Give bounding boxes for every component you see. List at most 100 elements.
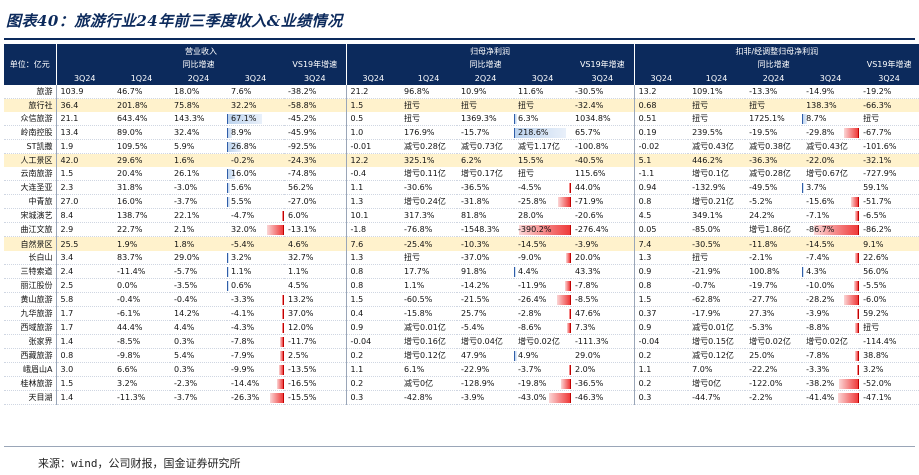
table-cell: 减亏0.38亿 bbox=[745, 139, 803, 155]
cell-value: 3.4 bbox=[60, 252, 74, 262]
cell-value: -3.5% bbox=[174, 280, 198, 290]
table-cell: 5.1 bbox=[633, 153, 689, 168]
row-label: 旅游 bbox=[4, 85, 56, 100]
table-cell: 26.1% bbox=[170, 167, 227, 182]
cell-value: 3.0 bbox=[60, 364, 74, 374]
table-cell: -66.3% bbox=[859, 98, 919, 113]
cell-value: 29.6% bbox=[117, 156, 143, 166]
cell-value: -21.9% bbox=[692, 266, 721, 276]
cell-value: -111.3% bbox=[575, 336, 609, 346]
sector-row: 自然景区 25.5 1.9% 1.8% -5.4% 4.6% 7.6 -25.4% -10.3%… bbox=[4, 236, 919, 251]
cell-value: -67.7% bbox=[863, 128, 892, 138]
table-cell: 446.2% bbox=[688, 153, 746, 168]
cell-value: 11.6% bbox=[518, 87, 544, 97]
growth-bar-negative bbox=[857, 364, 860, 375]
table-cell: -1.8 bbox=[345, 222, 401, 238]
cell-value: 59.2% bbox=[863, 308, 889, 318]
cell-value: 44.0% bbox=[575, 183, 601, 193]
cell-value: 643.4% bbox=[117, 114, 148, 124]
cell-value: 7.6 bbox=[350, 239, 364, 249]
cell-value: 201.8% bbox=[117, 101, 148, 111]
table-cell: 7.6% bbox=[227, 85, 284, 100]
table-cell: 1.4 bbox=[55, 334, 113, 349]
cell-value: 4.5 bbox=[638, 211, 652, 221]
period-header: 3Q24 bbox=[633, 71, 689, 85]
table-cell: -132.9% bbox=[688, 180, 746, 196]
table-cell: 32.0% bbox=[227, 222, 284, 238]
cell-value: -19.5% bbox=[749, 128, 778, 138]
table-body: 旅游 103.9 46.7% 18.0% 7.6% -38.2% 21.2 96.8% 10.9… bbox=[4, 85, 919, 405]
growth-bar-negative bbox=[855, 350, 860, 361]
table-cell: -20.6% bbox=[571, 208, 635, 224]
cell-value: -25.8% bbox=[518, 197, 547, 207]
cell-value: 1.0 bbox=[350, 128, 364, 138]
table-cell: -26.4% bbox=[514, 292, 572, 307]
table-cell: -0.4% bbox=[170, 292, 227, 307]
cell-value: -8.6% bbox=[518, 322, 542, 332]
cell-value: 0.6% bbox=[231, 280, 252, 290]
group-revenue: 营业收入 bbox=[55, 44, 347, 58]
cell-value: 81.8% bbox=[461, 211, 487, 221]
table-cell: -17.9% bbox=[688, 306, 746, 321]
cell-value: 0.51 bbox=[638, 114, 657, 124]
table-cell: 75.8% bbox=[170, 98, 227, 113]
cell-value: -40.5% bbox=[575, 156, 604, 166]
table-cell: 109.1% bbox=[688, 85, 746, 100]
table-cell: -3.7% bbox=[514, 362, 572, 377]
cell-value: 增亏0.02亿 bbox=[806, 336, 848, 346]
row-label: 长白山 bbox=[4, 250, 56, 265]
cell-value: 1.1 bbox=[350, 183, 364, 193]
cell-value: -45.2% bbox=[288, 114, 317, 124]
cell-value: -1548.3% bbox=[461, 225, 500, 235]
cell-value: -86.2% bbox=[863, 225, 892, 235]
table-cell: 1.5 bbox=[55, 167, 113, 182]
table-cell: 增亏0.1亿 bbox=[688, 167, 746, 182]
table-cell: 9.1% bbox=[859, 236, 919, 251]
cell-value: 1.8% bbox=[174, 239, 195, 249]
cell-value: -38.2% bbox=[288, 87, 317, 97]
cell-value: -15.7% bbox=[461, 128, 490, 138]
cell-value: 31.8% bbox=[117, 183, 143, 193]
row-label: 自然景区 bbox=[4, 236, 56, 251]
cell-value: 83.7% bbox=[117, 252, 143, 262]
growth-bar-negative bbox=[568, 183, 572, 194]
sector-row: 旅行社 36.4 201.8% 75.8% 32.2% -58.8% 1.5 扭亏 扭亏 扭亏 -3… bbox=[4, 98, 919, 113]
table-cell: 11.6% bbox=[514, 85, 572, 100]
cell-value: 14.2% bbox=[174, 308, 200, 318]
table-row: ST凯撒 1.9 109.5% 5.9% 26.8% -92.5% -0.01 减亏0.28亿… bbox=[4, 139, 919, 155]
table-cell: -52.0% bbox=[859, 376, 919, 391]
cell-value: -13.1% bbox=[288, 225, 317, 235]
cell-value: -19.2% bbox=[863, 87, 892, 97]
table-cell: -390.2% bbox=[514, 222, 572, 238]
table-cell: -2.8% bbox=[514, 306, 572, 321]
cell-value: -29.8% bbox=[806, 128, 835, 138]
footer-rule bbox=[4, 446, 915, 447]
cell-value: -16.5% bbox=[288, 378, 317, 388]
cell-value: 65.7% bbox=[575, 128, 601, 138]
cell-value: -14.5% bbox=[806, 239, 835, 249]
table-cell: 增亏0.16亿 bbox=[400, 334, 458, 349]
table-row: 桂林旅游 1.5 3.2% -2.3% -14.4% -16.5% 0.2 减亏0亿 -128.… bbox=[4, 376, 919, 391]
table-cell: -8.5% bbox=[113, 334, 170, 349]
table-cell: 1.3 bbox=[345, 250, 401, 265]
cell-value: 446.2% bbox=[692, 156, 723, 166]
cell-value: -0.2% bbox=[231, 156, 255, 166]
growth-bar-negative bbox=[569, 308, 572, 319]
table-cell: 2.0% bbox=[571, 362, 635, 377]
unit-label: 单位：亿元 bbox=[4, 44, 56, 85]
table-cell: 1.8% bbox=[170, 236, 227, 251]
table-cell: 89.0% bbox=[113, 125, 170, 141]
table-cell: 7.0% bbox=[688, 362, 746, 377]
table-cell: -28.2% bbox=[802, 292, 860, 307]
growth-bar-negative bbox=[855, 252, 860, 263]
table-cell: 2.1% bbox=[170, 222, 227, 238]
cell-value: 0.8 bbox=[350, 266, 364, 276]
table-cell: 8.7% bbox=[802, 112, 860, 127]
table-cell: 31.8% bbox=[113, 180, 170, 196]
table-cell: 201.8% bbox=[113, 98, 170, 113]
table-cell: 扭亏 bbox=[514, 98, 572, 113]
cell-value: 0.3 bbox=[638, 392, 652, 402]
cell-value: 29.0% bbox=[575, 350, 601, 360]
table-cell: -49.5% bbox=[745, 180, 803, 196]
table-cell: -14.9% bbox=[802, 85, 860, 100]
